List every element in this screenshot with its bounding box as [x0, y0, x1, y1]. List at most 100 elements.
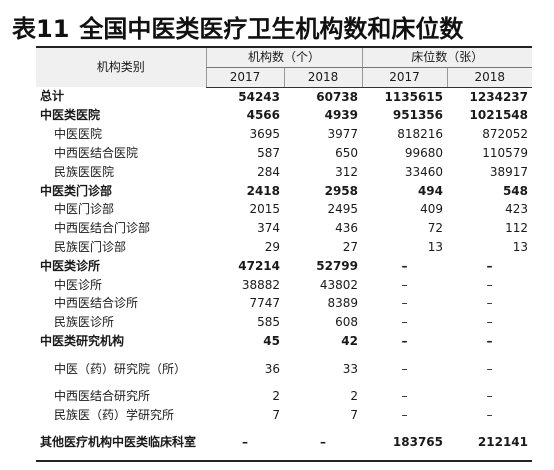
cell-value: 494	[417, 183, 443, 198]
table-row: 中西医结合医院 587 650 99680 110579	[36, 144, 532, 163]
column-group-institutions: 机构数（个）	[205, 45, 362, 68]
cell-value: 52799	[316, 258, 358, 273]
cell-value: 650	[335, 145, 358, 160]
table-row: 中医医院 3695 3977 818216 872052	[36, 125, 532, 144]
row-label: 中医门诊部	[54, 202, 115, 217]
cell-value: 212141	[447, 424, 532, 463]
cell-value: 4566	[246, 108, 280, 123]
table-row: 总计 54243 60738 1135615 1234237	[36, 87, 532, 106]
column-group-beds: 床位数（张）	[361, 45, 532, 68]
cell-value: 8389	[327, 296, 358, 311]
cell-value: 33460	[404, 164, 443, 179]
table-number: 表11	[12, 15, 70, 43]
column-header-year: 2018	[283, 67, 362, 88]
cell-value: –	[401, 333, 408, 348]
cell-value: 587	[257, 145, 280, 160]
page-title: 表11 全国中医类医疗卫生机构数和床位数	[12, 9, 463, 44]
cell-value: –	[486, 388, 493, 403]
table-row: 中医诊所 38882 43802 – –	[36, 276, 532, 295]
row-label: 其他医疗机构中医类临床科室	[36, 424, 206, 463]
table-row: 中医类诊所 47214 52799 – –	[36, 257, 532, 276]
row-label: 中医医院	[54, 127, 103, 142]
cell-value: –	[486, 296, 493, 311]
cell-value: 818216	[397, 127, 443, 142]
table-row: 民族医医院 284 312 33460 38917	[36, 163, 532, 182]
table-row: 中医门诊部 2015 2495 409 423	[36, 200, 532, 219]
cell-value: 38882	[241, 277, 280, 292]
cell-value: 29	[264, 239, 280, 254]
table-row: 民族医门诊部 29 27 13 13	[36, 238, 532, 257]
column-header-year: 2017	[205, 67, 284, 88]
cell-value: 7	[272, 407, 280, 422]
cell-value: –	[284, 424, 362, 463]
table-row: 中医（药）研究院（所） 36 33 – –	[36, 351, 532, 387]
cell-value: 43802	[319, 277, 358, 292]
row-label: 中西医结合门诊部	[54, 221, 151, 236]
cell-value: –	[401, 277, 408, 292]
cell-value: 2015	[249, 202, 280, 217]
cell-value: 374	[257, 221, 280, 236]
cell-value: 13	[512, 239, 528, 254]
cell-value: 409	[420, 202, 443, 217]
row-label: 民族医诊所	[54, 315, 115, 330]
table-row: 民族医（药）学研究所 7 7 – –	[36, 406, 532, 425]
row-label: 中医类门诊部	[40, 183, 113, 198]
cell-value: 436	[335, 221, 358, 236]
cell-value: –	[486, 277, 493, 292]
cell-value: 312	[335, 164, 358, 179]
data-table: 机构类别 机构数（个） 床位数（张） 2017 2018 2017 2018 总…	[36, 45, 532, 463]
cell-value: 2958	[324, 183, 358, 198]
cell-value: 4939	[324, 108, 358, 123]
cell-value: 548	[502, 183, 528, 198]
row-label: 中医诊所	[54, 277, 103, 292]
cell-value: 72	[427, 221, 443, 236]
cell-value: 45	[263, 333, 280, 348]
row-label: 中医类研究机构	[40, 333, 125, 348]
cell-value: 27	[342, 239, 358, 254]
cell-value: 951356	[392, 108, 443, 123]
row-label: 中医类医院	[40, 108, 101, 123]
cell-value: 2	[350, 388, 358, 403]
cell-value: –	[486, 315, 493, 330]
cell-value: 3695	[249, 127, 280, 142]
cell-value: 284	[257, 164, 280, 179]
cell-value: 38917	[489, 164, 528, 179]
cell-value: –	[401, 361, 408, 376]
cell-value: –	[486, 258, 493, 273]
cell-value: 1021548	[469, 108, 528, 123]
row-label: 中医类诊所	[40, 258, 101, 273]
cell-value: 47214	[238, 258, 280, 273]
table-row: 民族医诊所 585 608 – –	[36, 313, 532, 332]
cell-value: 423	[505, 202, 528, 217]
cell-value: 7	[350, 407, 358, 422]
row-label: 中西医结合研究所	[54, 388, 151, 403]
header-row-groups: 机构类别 机构数（个） 床位数（张）	[36, 45, 532, 88]
cell-value: –	[486, 361, 493, 376]
column-header-category: 机构类别	[36, 45, 206, 88]
cell-value: 872052	[482, 127, 528, 142]
table-row: 中医类门诊部 2418 2958 494 548	[36, 182, 532, 201]
cell-value: 183765	[362, 424, 447, 463]
row-label: 民族医门诊部	[54, 239, 127, 254]
cell-value: –	[486, 407, 493, 422]
cell-value: –	[206, 424, 284, 463]
cell-value: –	[401, 296, 408, 311]
cell-value: 110579	[482, 145, 528, 160]
cell-value: –	[401, 407, 408, 422]
table-row: 中医类研究机构 45 42 – –	[36, 332, 532, 351]
table-row: 其他医疗机构中医类临床科室 – –183765 212141	[36, 424, 532, 463]
table-row: 中西医结合研究所 2 2 – –	[36, 387, 532, 406]
cell-value: –	[486, 333, 493, 348]
cell-value: 36	[264, 361, 280, 376]
cell-value: 7747	[249, 296, 280, 311]
table-body: 总计 54243 60738 1135615 1234237 中医类医院 4566 4939 9…	[36, 87, 532, 463]
cell-value: 1135615	[384, 89, 443, 104]
row-label: 总计	[40, 89, 65, 104]
column-header-year: 2017	[361, 67, 447, 88]
cell-value: –	[401, 315, 408, 330]
table-row: 中西医结合门诊部 374 436 72 112	[36, 219, 532, 238]
cell-value: 112	[505, 221, 528, 236]
cell-value: 585	[257, 315, 280, 330]
cell-value: 2418	[246, 183, 280, 198]
